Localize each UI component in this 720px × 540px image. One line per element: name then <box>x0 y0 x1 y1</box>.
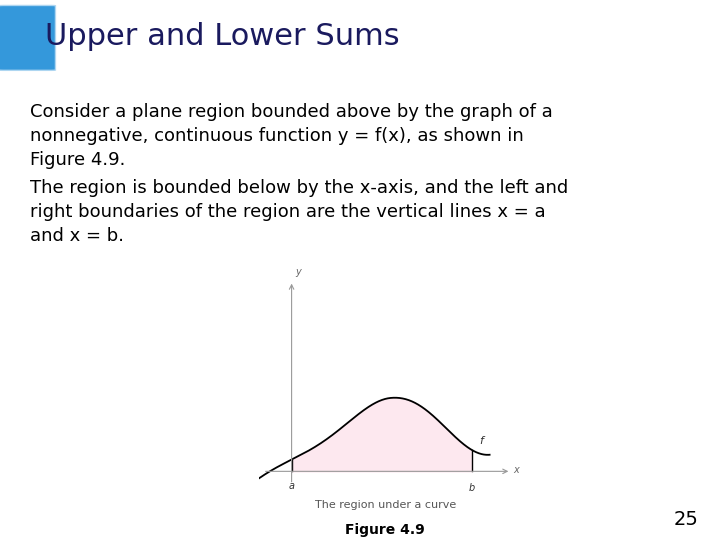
Text: $a$: $a$ <box>288 481 295 491</box>
Text: $y$: $y$ <box>295 267 303 279</box>
Text: The region is bounded below by the x-axis, and the left and: The region is bounded below by the x-axi… <box>30 179 568 197</box>
Text: Upper and Lower Sums: Upper and Lower Sums <box>45 22 400 51</box>
Text: nonnegative, continuous function y = f(x), as shown in: nonnegative, continuous function y = f(x… <box>30 127 523 145</box>
Text: 25: 25 <box>673 510 698 529</box>
Text: Figure 4.9.: Figure 4.9. <box>30 151 125 169</box>
Text: $f$: $f$ <box>479 434 486 446</box>
Text: $b$: $b$ <box>468 481 475 493</box>
FancyBboxPatch shape <box>0 5 55 70</box>
Text: right boundaries of the region are the vertical lines x = a: right boundaries of the region are the v… <box>30 203 546 221</box>
Text: The region under a curve: The region under a curve <box>315 500 456 510</box>
Text: Figure 4.9: Figure 4.9 <box>346 523 425 537</box>
Text: Consider a plane region bounded above by the graph of a: Consider a plane region bounded above by… <box>30 103 553 121</box>
Text: and x = b.: and x = b. <box>30 227 124 245</box>
Text: $x$: $x$ <box>513 465 521 475</box>
